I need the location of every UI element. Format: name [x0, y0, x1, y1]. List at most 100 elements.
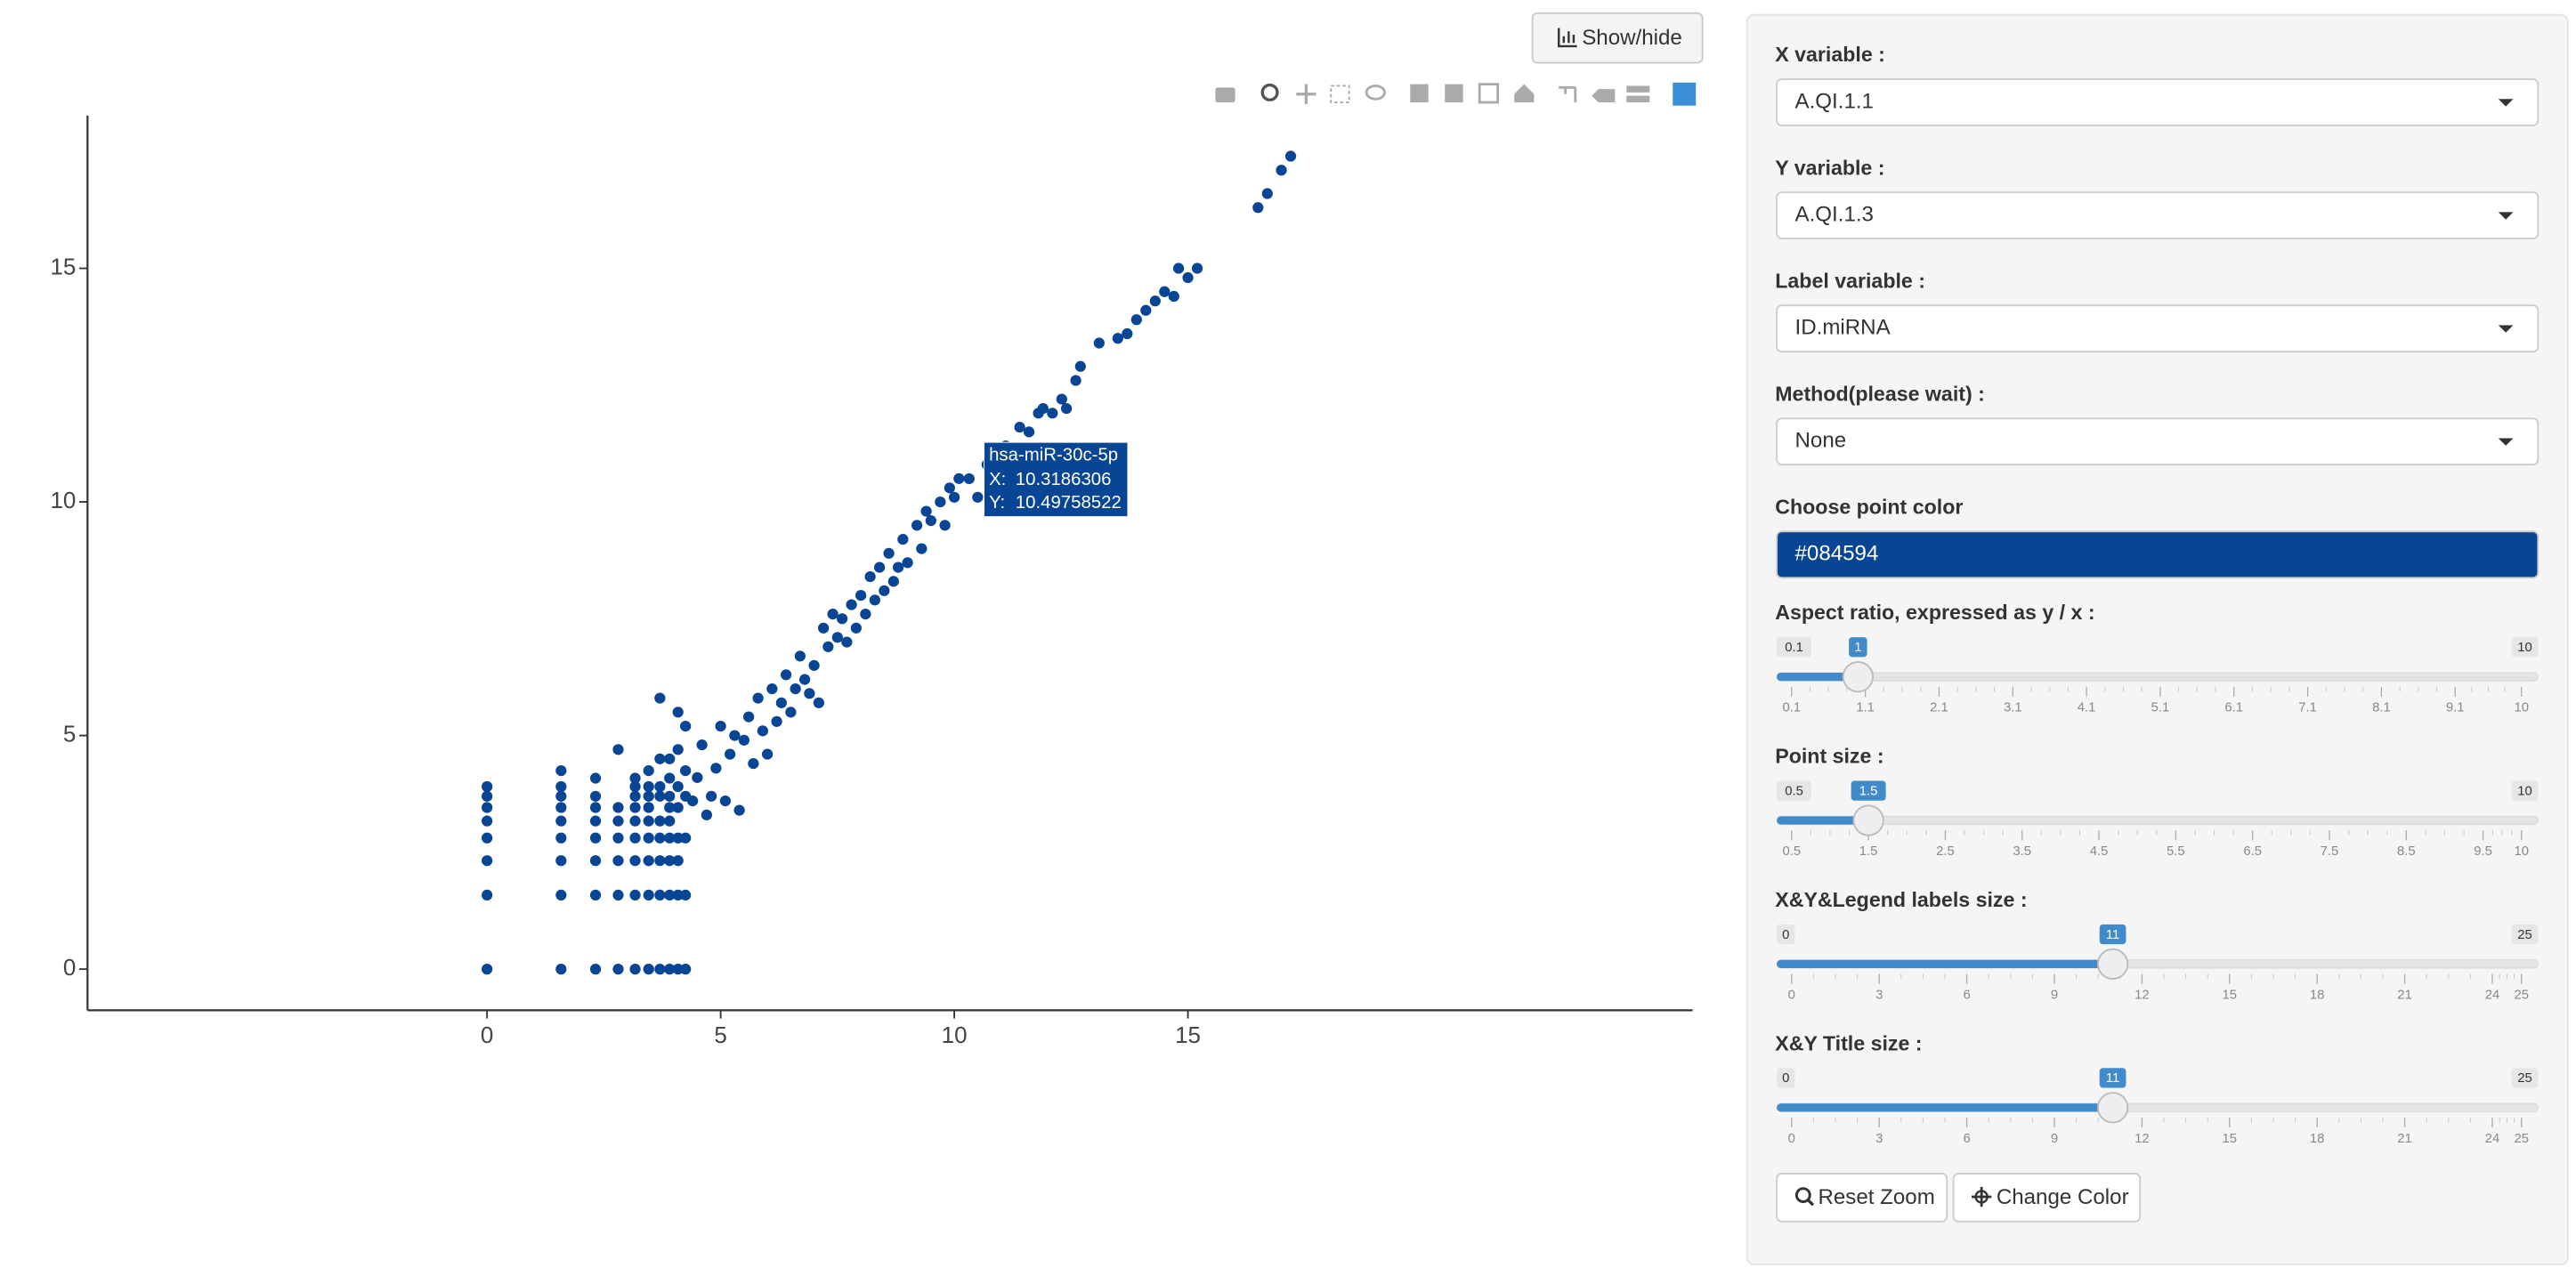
button-frame[interactable]: [1531, 12, 1704, 64]
slider-tick-label: 24: [2485, 1132, 2500, 1146]
button-frame[interactable]: [1952, 1173, 2142, 1223]
point: [664, 889, 676, 901]
point: [1014, 421, 1025, 433]
select-box[interactable]: [1776, 78, 2540, 126]
pan-icon[interactable]: [1296, 84, 1316, 104]
slider-tick-label: 9.5: [2474, 844, 2492, 859]
slider-handle[interactable]: [2096, 948, 2129, 981]
point: [589, 772, 602, 784]
point: [629, 790, 641, 802]
slider-tick-label: 5.1: [2151, 701, 2170, 715]
camera-icon[interactable]: [1215, 87, 1235, 103]
color-input[interactable]: [1776, 530, 2540, 579]
box-select-icon[interactable]: [1330, 85, 1350, 103]
slider-max-box: [2511, 637, 2539, 658]
zoom-in-icon[interactable]: [1410, 84, 1429, 103]
select-box[interactable]: [1776, 191, 2540, 239]
point: [771, 715, 782, 727]
point: [612, 802, 624, 813]
color-label: Choose point color: [1775, 495, 1963, 518]
y-tick-label: 10: [50, 487, 76, 513]
hover-compare-icon[interactable]: [1626, 85, 1650, 93]
point: [672, 780, 684, 793]
point: [482, 889, 493, 901]
point: [733, 804, 745, 816]
search-icon-handle: [1807, 1199, 1815, 1207]
slider-tick-label: 9: [2051, 989, 2058, 1003]
point: [664, 832, 676, 844]
point: [672, 889, 684, 901]
select-input: X variable : A.QI.1.1: [1775, 43, 2540, 126]
slider-track: [1776, 672, 2539, 682]
point: [1060, 402, 1073, 415]
select-box[interactable]: [1776, 304, 2540, 353]
point: [948, 491, 960, 503]
slider-value-box: [1851, 780, 1886, 801]
lasso-icon[interactable]: [1365, 85, 1386, 101]
slider-tick-label: 6: [1963, 1132, 1970, 1146]
point: [817, 622, 830, 634]
plotly-logo[interactable]: [1673, 82, 1697, 106]
slider-handle[interactable]: [1842, 660, 1874, 693]
point: [752, 692, 764, 704]
slider-tick-label: 18: [2310, 989, 2325, 1003]
point: [1047, 408, 1058, 419]
point: [869, 594, 880, 606]
slider-tick-label: 6.1: [2224, 701, 2243, 715]
select-label: X variable :: [1775, 43, 1885, 66]
point: [911, 520, 923, 531]
slider-label: X&Y Title size :: [1775, 1031, 1922, 1054]
slider-fill: [1777, 959, 2113, 969]
show-hide-button[interactable]: Show/hide: [1531, 12, 1704, 64]
button-text[interactable]: Reset Zoom: [1818, 1185, 1934, 1209]
point: [1261, 188, 1273, 199]
zoom-out-icon[interactable]: [1445, 84, 1463, 103]
dropdown-arrow: [2498, 438, 2514, 446]
point: [672, 707, 684, 718]
button-frame[interactable]: [1776, 1173, 1948, 1223]
point: [972, 491, 984, 503]
hover-closest-icon[interactable]: [1592, 89, 1616, 103]
point: [643, 802, 654, 813]
point: [680, 832, 692, 844]
point: [555, 790, 567, 802]
x-tick-label: 0: [481, 1022, 493, 1048]
hover-compare-icon[interactable]: [1626, 95, 1650, 103]
select-value[interactable]: None: [1795, 429, 1847, 453]
zoom-icon[interactable]: [1260, 83, 1279, 101]
slider-handle[interactable]: [1852, 804, 1884, 836]
point: [629, 815, 641, 827]
spike-icon[interactable]: [1559, 85, 1577, 103]
tooltip-x: 10.3186306: [1016, 470, 1112, 489]
slider: X&Y Title size : 0 25 11 0 3 6 9 12 15 18 21 24 25: [1775, 1031, 2539, 1146]
point: [629, 780, 641, 793]
change-color-button[interactable]: Change Color: [1952, 1173, 2142, 1223]
slider-min-box: [1777, 780, 1812, 801]
slider-tick-label: 4.1: [2078, 701, 2096, 715]
tooltip-y-prefix: Y:: [989, 493, 1005, 513]
slider-max: 25: [2517, 1071, 2532, 1086]
button-text[interactable]: Change Color: [1997, 1185, 2129, 1209]
point: [794, 650, 806, 662]
point: [953, 472, 965, 484]
select-box[interactable]: [1776, 417, 2540, 466]
slider-fill: [1777, 816, 1869, 825]
slider-min-box: [1777, 1068, 1795, 1088]
autoscale-icon[interactable]: [1478, 83, 1499, 104]
select-value[interactable]: A.QI.1.3: [1795, 202, 1874, 226]
reset-axes-icon[interactable]: [1514, 84, 1535, 103]
button-text[interactable]: Show/hide: [1582, 26, 1682, 50]
select-value[interactable]: ID.miRNA: [1795, 316, 1891, 340]
select-value[interactable]: A.QI.1.1: [1795, 89, 1874, 113]
slider-handle[interactable]: [2096, 1092, 2129, 1124]
point: [1191, 262, 1203, 274]
slider-tick-label: 0: [1788, 989, 1795, 1003]
reset-zoom-button[interactable]: Reset Zoom: [1776, 1173, 1948, 1223]
point: [589, 790, 602, 802]
point: [672, 802, 684, 813]
point: [664, 753, 676, 764]
color-value[interactable]: #084594: [1795, 542, 1879, 566]
point: [1093, 337, 1105, 349]
point: [482, 964, 493, 975]
point: [725, 748, 736, 760]
